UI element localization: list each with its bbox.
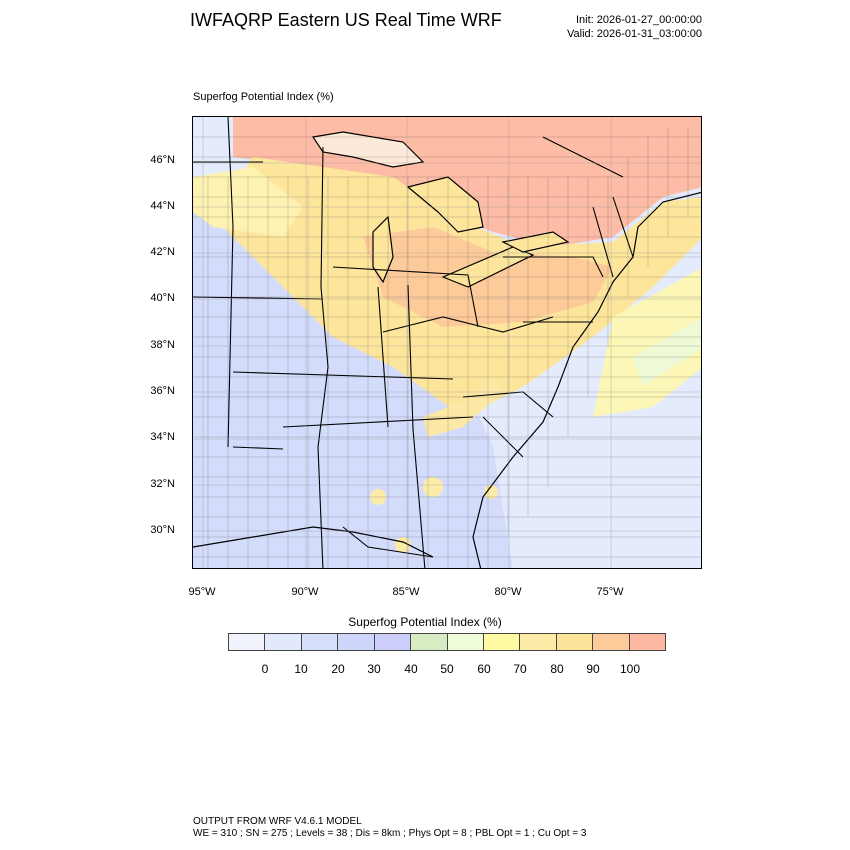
lon-label-80w: 80°W	[494, 586, 522, 598]
legend-color-cell	[629, 634, 666, 650]
field-label: Superfog Potential Index (%)	[193, 91, 334, 103]
legend-color-cell	[411, 634, 448, 650]
legend-color-cell	[556, 634, 594, 650]
superfog-map	[193, 117, 701, 568]
lat-label-38n: 38°N	[150, 339, 175, 351]
legend-tick: 40	[404, 662, 418, 676]
legend-color-cell	[229, 634, 266, 650]
init-time: Init: 2026-01-27_00:00:00	[576, 14, 702, 26]
color-legend-bar	[228, 633, 666, 651]
legend-title: Superfog Potential Index (%)	[348, 615, 502, 629]
legend-tick: 0	[261, 662, 269, 676]
legend-tick: 10	[294, 662, 308, 676]
legend-color-cell	[593, 634, 630, 650]
legend-color-cell	[520, 634, 557, 650]
model-info-line2: WE = 310 ; SN = 275 ; Levels = 38 ; Dis …	[193, 828, 587, 839]
lon-label-75w: 75°W	[596, 586, 624, 598]
map-panel	[192, 116, 702, 569]
lat-label-42n: 42°N	[150, 246, 175, 258]
lon-label-95w: 95°W	[188, 586, 216, 598]
model-info-line1: OUTPUT FROM WRF V4.6.1 MODEL	[193, 816, 362, 827]
legend-color-cell	[374, 634, 412, 650]
legend-color-cell	[338, 634, 375, 650]
legend-tick: 60	[477, 662, 491, 676]
lat-label-32n: 32°N	[150, 478, 175, 490]
lat-label-36n: 36°N	[150, 385, 175, 397]
lat-label-40n: 40°N	[150, 292, 175, 304]
legend-tick: 70	[513, 662, 527, 676]
legend-color-cell	[447, 634, 484, 650]
lon-label-85w: 85°W	[392, 586, 420, 598]
legend-tick: 50	[440, 662, 454, 676]
lat-label-34n: 34°N	[150, 431, 175, 443]
legend-color-cell	[483, 634, 521, 650]
lon-label-90w: 90°W	[291, 586, 319, 598]
legend-color-cell	[265, 634, 302, 650]
chart-title: IWFAQRP Eastern US Real Time WRF	[190, 10, 502, 30]
lat-label-46n: 46°N	[150, 154, 175, 166]
legend-tick: 80	[550, 662, 564, 676]
lat-label-44n: 44°N	[150, 200, 175, 212]
legend-tick: 20	[331, 662, 345, 676]
legend-tick: 100	[619, 662, 641, 676]
lat-label-30n: 30°N	[150, 524, 175, 536]
valid-time: Valid: 2026-01-31_03:00:00	[567, 28, 702, 40]
legend-color-cell	[301, 634, 339, 650]
legend-tick: 30	[367, 662, 381, 676]
legend-tick: 90	[586, 662, 600, 676]
